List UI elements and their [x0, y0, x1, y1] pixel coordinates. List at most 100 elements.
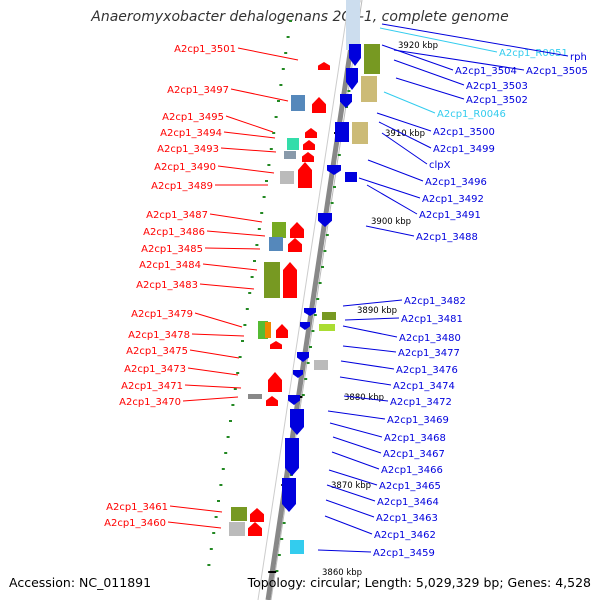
- scale-tick: [255, 244, 259, 246]
- gene-label-right: A2cp1_3503: [466, 81, 528, 92]
- gene-label-left: A2cp1_3479: [131, 309, 193, 320]
- gene-feature: [361, 76, 377, 102]
- scale-tick: [275, 570, 279, 572]
- scale-tick: [219, 484, 223, 486]
- gene-label-right: A2cp1_3496: [425, 177, 487, 188]
- gene-feature: [319, 324, 335, 331]
- gene-connector: [223, 131, 276, 139]
- gene-arrow-up: [318, 62, 330, 70]
- backbone-guide: [257, 0, 350, 600]
- gene-connector: [325, 499, 375, 518]
- gene-label-right: A2cp1_3481: [401, 314, 463, 325]
- gene-connector: [376, 112, 432, 132]
- gene-label-right: A2cp1_3459: [373, 548, 435, 559]
- gene-connector: [206, 230, 266, 237]
- gene-arrow-down: [318, 213, 332, 227]
- scale-tick: [221, 468, 225, 470]
- gene-feature: [280, 171, 294, 184]
- scale-kbp-label: 3900 kbp: [371, 217, 411, 227]
- gene-connector: [328, 469, 378, 486]
- gene-feature: [287, 138, 299, 150]
- gene-connector: [339, 376, 392, 386]
- gene-connector: [381, 132, 428, 165]
- gene-arrow-up: [312, 97, 326, 113]
- gene-arrow-down: [293, 370, 303, 378]
- scale-tick: [267, 164, 271, 166]
- scale-tick: [224, 452, 228, 454]
- scale-tick: [330, 202, 334, 204]
- gene-label-right: rph: [570, 52, 587, 63]
- gene-connector: [340, 360, 395, 370]
- genome-title: Anaeromyxobacter dehalogenans 2CP-1, com…: [91, 9, 509, 25]
- scale-tick: [306, 362, 310, 364]
- scale-tick: [245, 308, 249, 310]
- gene-connector: [167, 521, 222, 529]
- gene-connector: [209, 213, 263, 223]
- gene-feature: [265, 322, 271, 338]
- gene-label-right: A2cp1_3466: [381, 465, 443, 476]
- scale-tick: [269, 148, 273, 150]
- gene-connector: [329, 422, 383, 438]
- scale-major-tick: [268, 571, 277, 573]
- gene-arrow-up: [250, 508, 264, 522]
- gene-connector: [381, 44, 454, 71]
- gene-feature: [346, 0, 360, 50]
- gene-connector: [383, 91, 436, 114]
- scale-tick: [280, 538, 284, 540]
- scale-tick: [318, 282, 322, 284]
- gene-label-right: A2cp1_3462: [374, 530, 436, 541]
- scale-kbp-label: 3920 kbp: [398, 41, 438, 51]
- gene-connector: [342, 325, 398, 338]
- gene-arrow-down: [349, 44, 361, 66]
- gene-label-left: A2cp1_3460: [104, 518, 166, 529]
- gene-connector: [220, 147, 277, 153]
- gene-arrow-up: [290, 222, 304, 238]
- gene-label-right: A2cp1_3472: [390, 397, 452, 408]
- gene-connector: [331, 451, 380, 470]
- scale-kbp-label: 3870 kbp: [331, 481, 371, 491]
- gene-connector: [184, 384, 242, 389]
- gene-connector: [202, 263, 258, 271]
- scale-tick: [316, 298, 320, 300]
- gene-feature: [364, 44, 380, 74]
- scale-tick: [262, 196, 266, 198]
- scale-tick: [236, 372, 240, 374]
- gene-label-right: A2cp1_3482: [404, 296, 466, 307]
- gene-label-left: A2cp1_3485: [141, 244, 203, 255]
- gene-label-left: A2cp1_3501: [174, 44, 236, 55]
- scale-tick: [347, 90, 351, 92]
- gene-label-right: A2cp1_3488: [416, 232, 478, 243]
- gene-label-right: clpX: [429, 160, 451, 171]
- gene-connector: [204, 247, 261, 250]
- gene-connector: [317, 549, 372, 553]
- scale-tick: [282, 522, 286, 524]
- scale-tick: [277, 554, 281, 556]
- gene-connector: [237, 47, 299, 61]
- gene-label-left: A2cp1_3497: [167, 85, 229, 96]
- gene-label-right: A2cp1_3500: [433, 127, 495, 138]
- gene-connector: [332, 436, 382, 454]
- gene-label-left: A2cp1_3461: [106, 502, 168, 513]
- gene-connector: [342, 345, 397, 353]
- scale-tick: [325, 234, 329, 236]
- scale-tick: [272, 132, 276, 134]
- gene-connector: [187, 367, 239, 376]
- gene-arrow-up: [276, 324, 288, 338]
- gene-feature: [248, 394, 262, 399]
- gene-arrow-down: [282, 478, 296, 512]
- gene-label-left: A2cp1_3473: [124, 364, 186, 375]
- scale-tick: [231, 404, 235, 406]
- scale-tick: [321, 266, 324, 268]
- gene-feature: [291, 95, 305, 111]
- gene-label-left: A2cp1_3483: [136, 280, 198, 291]
- gene-label-left: A2cp1_3486: [143, 227, 205, 238]
- scale-tick: [243, 324, 247, 326]
- gene-connector: [378, 121, 432, 149]
- scale-tick: [286, 36, 290, 38]
- gene-arrow-down: [300, 322, 310, 330]
- scale-tick: [253, 260, 256, 262]
- gene-label-left: A2cp1_3495: [162, 112, 224, 123]
- gene-connector: [358, 177, 421, 199]
- scale-tick: [238, 356, 242, 358]
- gene-feature: [352, 122, 368, 144]
